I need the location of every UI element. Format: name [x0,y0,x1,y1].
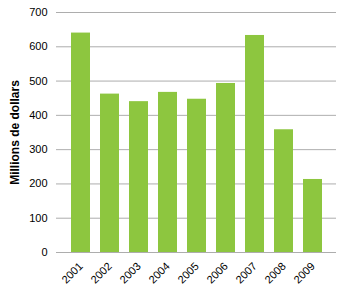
svg-text:2003: 2003 [117,260,143,286]
svg-text:500: 500 [29,75,47,87]
svg-text:2009: 2009 [291,260,317,286]
svg-text:700: 700 [29,6,47,18]
svg-text:400: 400 [29,109,47,121]
svg-text:200: 200 [29,177,47,189]
svg-text:100: 100 [29,212,47,224]
svg-text:2006: 2006 [204,260,230,286]
svg-text:600: 600 [29,40,47,52]
svg-text:2004: 2004 [146,260,172,286]
svg-text:2007: 2007 [233,260,259,286]
svg-text:0: 0 [41,246,47,258]
svg-text:2001: 2001 [59,260,85,286]
svg-text:300: 300 [29,143,47,155]
svg-text:Millions de dollars: Millions de dollars [8,80,22,185]
svg-text:2008: 2008 [262,260,288,286]
svg-text:2002: 2002 [88,260,114,286]
svg-text:2005: 2005 [175,260,201,286]
